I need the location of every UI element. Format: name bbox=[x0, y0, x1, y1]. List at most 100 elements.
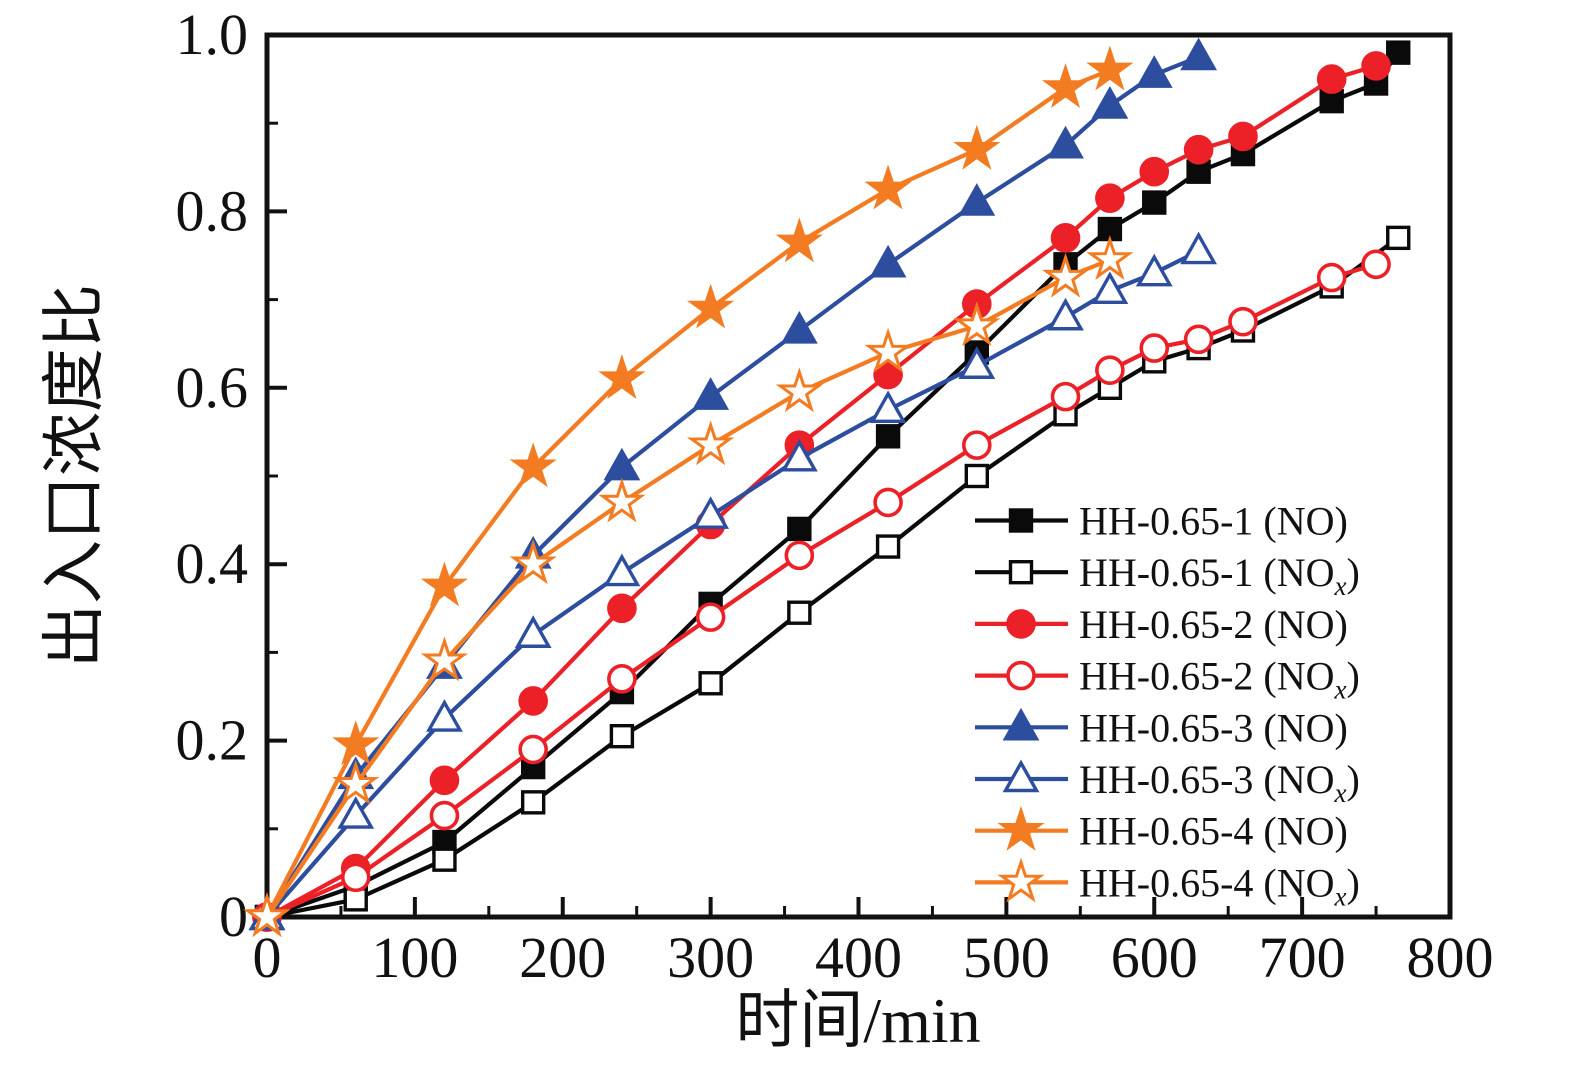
data-point-marker bbox=[692, 496, 730, 529]
data-point-marker bbox=[780, 438, 818, 472]
data-point-marker bbox=[687, 283, 735, 329]
data-point-marker bbox=[775, 217, 823, 263]
data-point-marker bbox=[1086, 45, 1134, 91]
data-point-marker bbox=[958, 183, 996, 216]
y-tick-label: 0 bbox=[219, 884, 248, 949]
data-point-marker bbox=[520, 790, 546, 815]
data-point-marker bbox=[787, 516, 812, 542]
series-hh-0.65-1-nox- bbox=[254, 225, 1411, 930]
data-point-marker bbox=[964, 463, 989, 489]
series-hh-0.65-3-nox- bbox=[248, 231, 1218, 931]
data-point-marker bbox=[775, 367, 823, 413]
data-point-marker bbox=[698, 671, 723, 696]
legend-item-4: HH-0.65-2 (NOx) bbox=[975, 654, 1360, 705]
legend-item-2: HH-0.65-1 (NOx) bbox=[975, 550, 1360, 601]
data-point-marker bbox=[864, 164, 912, 210]
x-tick-label: 200 bbox=[519, 925, 606, 990]
y-axis-label: 出入口浓度比 bbox=[39, 284, 110, 668]
data-point-marker bbox=[337, 796, 375, 829]
data-point-marker bbox=[1095, 183, 1125, 213]
data-point-marker bbox=[1002, 707, 1040, 741]
data-point-marker bbox=[1316, 262, 1347, 293]
series-hh-0.65-4-nox- bbox=[243, 235, 1134, 938]
data-point-marker bbox=[432, 847, 457, 872]
y-tick-label: 0.4 bbox=[176, 531, 249, 596]
data-point-marker bbox=[787, 600, 812, 625]
series-line bbox=[266, 236, 1400, 920]
data-point-marker bbox=[1316, 64, 1347, 94]
x-axis-label: 时间/min bbox=[735, 985, 980, 1056]
y-tick-label: 1.0 bbox=[176, 2, 249, 67]
data-point-marker bbox=[603, 553, 641, 587]
legend-label: HH-0.65-2 (NO) bbox=[1079, 602, 1348, 647]
data-point-marker bbox=[598, 477, 646, 523]
data-point-marker bbox=[340, 862, 371, 893]
data-point-marker bbox=[429, 800, 460, 831]
legend-label: HH-0.65-2 (NOx) bbox=[1079, 654, 1360, 705]
data-point-marker bbox=[953, 124, 1001, 170]
data-point-marker bbox=[1228, 306, 1258, 337]
legend-label: HH-0.65-4 (NOx) bbox=[1079, 860, 1360, 911]
data-point-marker bbox=[603, 447, 641, 481]
data-point-marker bbox=[1361, 249, 1391, 280]
data-point-marker bbox=[1002, 759, 1040, 793]
y-tick-label: 0.6 bbox=[176, 355, 249, 420]
data-point-marker bbox=[1086, 235, 1134, 280]
data-point-marker bbox=[518, 734, 548, 765]
legend-label: HH-0.65-3 (NOx) bbox=[1079, 757, 1360, 808]
data-point-marker bbox=[1386, 40, 1411, 65]
data-point-marker bbox=[1183, 134, 1214, 165]
data-point-marker bbox=[1180, 231, 1218, 265]
data-series bbox=[243, 37, 1411, 938]
y-tick-label: 0.8 bbox=[176, 178, 249, 243]
legend-item-1: HH-0.65-1 (NO) bbox=[975, 499, 1348, 544]
data-point-marker bbox=[1041, 63, 1090, 108]
data-point-marker bbox=[1386, 225, 1411, 251]
x-tick-label: 300 bbox=[667, 925, 754, 990]
data-point-marker bbox=[1361, 51, 1391, 81]
data-point-marker bbox=[509, 539, 557, 585]
x-tick-label: 400 bbox=[815, 925, 902, 990]
data-point-marker bbox=[332, 759, 380, 805]
legend-item-3: HH-0.65-2 (NO) bbox=[975, 602, 1348, 647]
x-tick-label: 800 bbox=[1407, 925, 1494, 990]
data-point-marker bbox=[961, 430, 992, 460]
data-point-marker bbox=[514, 615, 552, 648]
series-hh-0.65-3-no- bbox=[248, 37, 1218, 931]
data-point-marker bbox=[1180, 37, 1218, 71]
x-tick-label: 100 bbox=[371, 925, 458, 990]
data-point-marker bbox=[1095, 355, 1125, 385]
data-point-marker bbox=[869, 244, 907, 278]
data-point-marker bbox=[997, 857, 1045, 903]
x-tick-label: 600 bbox=[1111, 925, 1198, 990]
data-point-marker bbox=[1142, 190, 1167, 215]
data-point-marker bbox=[1008, 508, 1034, 533]
data-point-marker bbox=[1041, 252, 1090, 298]
data-point-marker bbox=[1047, 297, 1084, 331]
data-point-marker bbox=[1047, 125, 1084, 159]
data-point-marker bbox=[1228, 121, 1258, 152]
data-point-marker bbox=[607, 664, 637, 694]
data-point-marker bbox=[1050, 223, 1081, 253]
data-point-marker bbox=[426, 699, 463, 732]
legend-label: HH-0.65-1 (NO) bbox=[1079, 499, 1348, 544]
data-point-marker bbox=[958, 346, 996, 379]
x-tick-label: 0 bbox=[253, 925, 282, 990]
data-point-marker bbox=[1006, 660, 1036, 691]
data-point-marker bbox=[1008, 560, 1034, 585]
data-point-marker bbox=[953, 301, 1001, 347]
data-point-marker bbox=[1135, 253, 1173, 287]
data-point-marker bbox=[609, 723, 635, 749]
data-point-marker bbox=[598, 354, 646, 400]
legend-item-5: HH-0.65-3 (NO) bbox=[975, 705, 1348, 750]
data-point-marker bbox=[420, 561, 469, 607]
data-point-marker bbox=[420, 636, 469, 682]
data-point-marker bbox=[869, 390, 907, 424]
data-point-marker bbox=[429, 765, 460, 796]
y-tick-label: 0.2 bbox=[176, 708, 249, 773]
data-point-marker bbox=[243, 892, 291, 938]
series-hh-0.65-2-nox- bbox=[252, 249, 1391, 932]
data-point-marker bbox=[997, 805, 1045, 851]
data-point-marker bbox=[1139, 333, 1170, 363]
